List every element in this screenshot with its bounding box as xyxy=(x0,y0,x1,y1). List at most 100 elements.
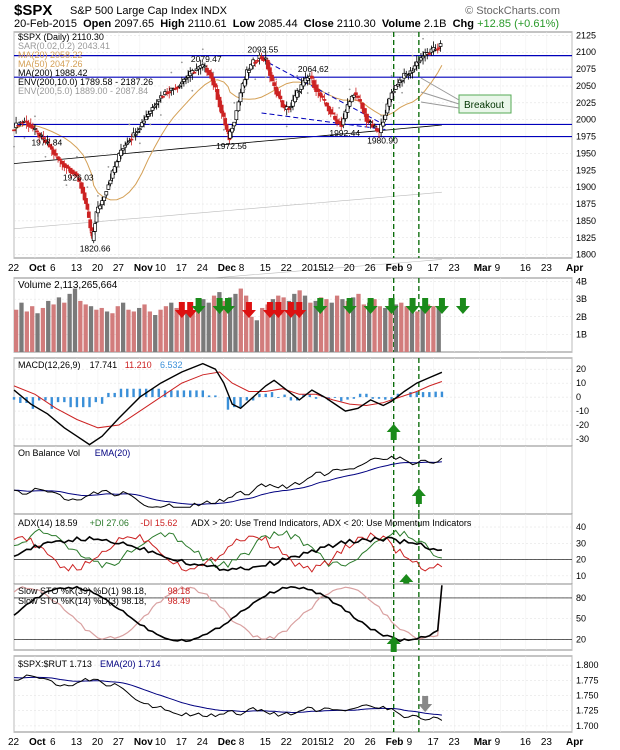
candle-body xyxy=(232,121,237,127)
sar-dot xyxy=(86,186,89,189)
candle-body xyxy=(114,161,119,168)
price-tick-label: 1850 xyxy=(576,216,596,226)
volume-bar xyxy=(110,313,115,352)
macd-histogram-bar xyxy=(346,397,349,400)
adx-line xyxy=(13,535,442,572)
candle-body xyxy=(119,149,123,157)
ratio-line xyxy=(13,674,443,721)
green-down-arrow xyxy=(384,298,399,314)
macd-histogram-bar xyxy=(384,397,387,400)
sar-dot xyxy=(180,61,183,64)
volume-bar xyxy=(254,320,259,352)
macd-legend: MACD(12,26,9) xyxy=(18,360,81,370)
macd-tick-label: -10 xyxy=(576,406,589,416)
volume-bar xyxy=(137,307,142,352)
volume-bar xyxy=(14,309,19,352)
x-axis-label: 16 xyxy=(520,263,532,274)
open-label: Open xyxy=(83,18,112,30)
sto-tick-label: 80 xyxy=(576,593,586,603)
macd-histogram-bar xyxy=(107,392,110,398)
volume-legend: Volume 2,113,265,664 xyxy=(18,280,118,291)
sar-dot xyxy=(55,139,57,141)
sar-dot xyxy=(13,145,15,148)
sar-dot xyxy=(76,155,78,158)
candle-body xyxy=(419,57,423,61)
chg-value: +12.85 (+0.61%) xyxy=(477,18,560,30)
volume-label: Volume xyxy=(381,18,421,30)
bottom-axis-label: Apr xyxy=(566,737,583,748)
x-axis-label: 12 xyxy=(323,263,335,274)
bottom-axis-label: 23 xyxy=(449,737,461,748)
macd-histogram-bar xyxy=(100,397,104,404)
volume-bar xyxy=(340,299,345,352)
macd-histogram-bar xyxy=(264,393,267,398)
volume-bar xyxy=(286,300,292,352)
volume-bar xyxy=(361,304,366,352)
chg-label: Chg xyxy=(452,18,474,30)
candle-body xyxy=(400,79,404,82)
candle-body xyxy=(320,95,325,98)
volume-bar xyxy=(147,311,153,352)
macd-histogram-bar xyxy=(421,392,425,398)
sar-dot xyxy=(149,123,152,126)
macd-histogram-bar xyxy=(195,390,198,398)
volume-bar xyxy=(83,304,88,352)
volume-bar xyxy=(51,304,56,352)
macd-line xyxy=(13,362,443,446)
ratio-tick-label: 1.800 xyxy=(576,660,599,670)
sar-dot xyxy=(44,155,47,158)
symbol-title: $SPX xyxy=(14,2,53,19)
x-axis-label: 9 xyxy=(407,263,413,274)
volume-bar xyxy=(244,295,249,352)
volume-bar xyxy=(19,302,24,352)
candle-body xyxy=(274,86,279,95)
candle-body xyxy=(242,79,247,87)
volume-bar xyxy=(393,304,399,352)
candle-body xyxy=(108,179,113,185)
volume-bar xyxy=(436,307,441,352)
ratio-ema-line xyxy=(13,676,442,716)
volume-bar xyxy=(163,306,169,352)
candle-body xyxy=(328,109,333,115)
ratio-tick-label: 1.725 xyxy=(576,706,599,716)
x-axis-label: 8 xyxy=(239,263,245,274)
candle-body xyxy=(305,77,310,81)
bottom-axis-label: 10 xyxy=(155,737,167,748)
sar-dot xyxy=(212,71,215,74)
price-tick-label: 1900 xyxy=(576,182,596,192)
x-axis-label: Dec xyxy=(218,263,237,274)
sto-tick-label: 20 xyxy=(576,635,586,645)
adx-legend: +DI 27.06 xyxy=(90,518,129,528)
candle-body xyxy=(125,142,130,145)
adx-tick-label: 30 xyxy=(576,538,586,548)
green-down-arrow xyxy=(313,298,328,314)
volume-value: 2.1B xyxy=(423,18,447,30)
volume-bar xyxy=(308,302,313,352)
bottom-axis-label: 17 xyxy=(176,737,188,748)
low-label: Low xyxy=(232,18,255,30)
price-annotation-label: 2079.47 xyxy=(191,54,222,64)
volume-bar xyxy=(334,295,340,352)
macd-histogram-bar xyxy=(132,388,135,398)
macd-histogram-bar xyxy=(390,397,393,400)
red-down-arrow xyxy=(174,302,189,318)
macd-histogram-bar xyxy=(371,397,374,399)
macd-histogram-bar xyxy=(63,397,66,403)
candle-body xyxy=(410,70,415,73)
green-down-arrow xyxy=(220,298,235,314)
volume-bar xyxy=(211,295,217,352)
candle-body xyxy=(194,68,199,72)
bottom-axis-label: 12 xyxy=(323,737,335,748)
macd-legend: 11.210 xyxy=(125,360,152,370)
env5-line xyxy=(13,191,442,230)
candle-body xyxy=(77,177,81,182)
sar-dot xyxy=(65,184,68,187)
candle-body xyxy=(240,83,245,94)
close-label: Close xyxy=(303,18,334,30)
bottom-axis-label: 23 xyxy=(541,737,553,748)
adx-up-arrow xyxy=(399,574,414,590)
candle-body xyxy=(375,128,379,132)
candle-body xyxy=(173,87,178,90)
sar-dot xyxy=(422,37,424,40)
candle-body xyxy=(28,124,33,128)
